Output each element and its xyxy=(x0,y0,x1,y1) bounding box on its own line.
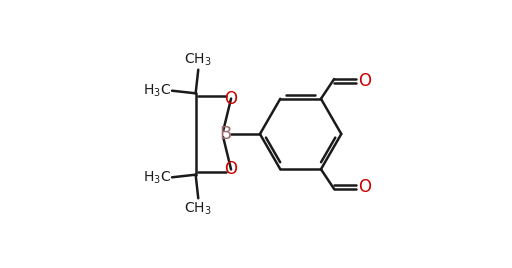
Text: O: O xyxy=(225,90,238,107)
Text: O: O xyxy=(358,72,372,90)
Text: CH$_3$: CH$_3$ xyxy=(184,200,212,217)
Text: H$_3$C: H$_3$C xyxy=(143,83,170,99)
Text: CH$_3$: CH$_3$ xyxy=(184,51,212,68)
Text: O: O xyxy=(358,178,372,196)
Text: B: B xyxy=(220,125,232,143)
Text: H$_3$C: H$_3$C xyxy=(143,169,170,185)
Text: O: O xyxy=(225,161,238,178)
